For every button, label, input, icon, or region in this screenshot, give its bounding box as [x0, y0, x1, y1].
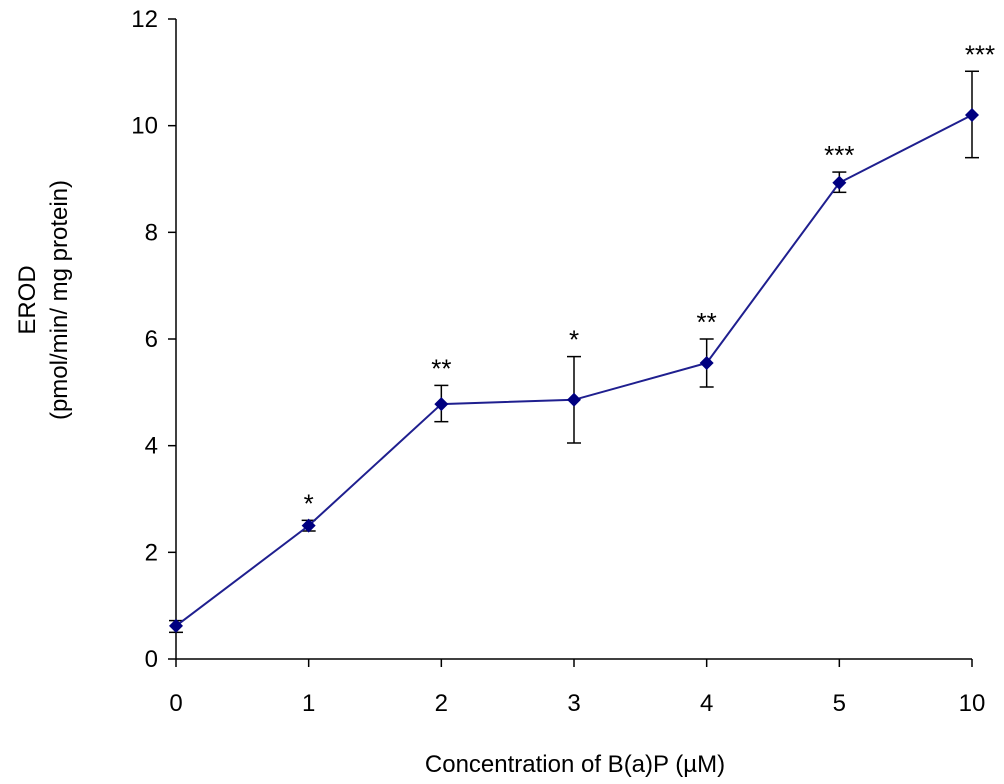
- significance-label: ***: [824, 140, 854, 170]
- y-tick-label: 4: [145, 433, 158, 460]
- y-tick-label: 0: [145, 646, 158, 673]
- significance-label: **: [697, 307, 717, 337]
- y-tick-label: 2: [145, 539, 158, 566]
- x-axis-title: Concentration of B(a)P (µM): [425, 751, 725, 778]
- x-tick-label: 4: [700, 690, 713, 717]
- series: [169, 108, 979, 633]
- data-point: [169, 618, 183, 633]
- x-tick-label: 1: [302, 690, 315, 717]
- significance-label: *: [569, 325, 579, 355]
- significance-label: ***: [965, 39, 995, 69]
- x-tick-label: 3: [567, 690, 580, 717]
- x-tick-label: 2: [435, 690, 448, 717]
- x-tick-label: 5: [833, 690, 846, 717]
- significance-label: **: [431, 353, 451, 383]
- significance-labels: ************: [304, 39, 996, 518]
- x-tick-label: 10: [959, 690, 986, 717]
- data-point: [699, 356, 714, 370]
- y-ticks: 0 2 4 6 8 10 12: [131, 6, 176, 673]
- y-tick-label: 8: [145, 219, 158, 246]
- data-point: [434, 397, 449, 412]
- y-tick-label: 10: [131, 113, 158, 140]
- y-axis-title-line2: (pmol/min/ mg protein): [46, 180, 73, 420]
- significance-label: *: [304, 488, 314, 518]
- x-tick-label: 0: [169, 690, 182, 717]
- x-ticks: 0 1 2 3 4 5 10: [169, 659, 985, 717]
- data-point: [832, 175, 847, 190]
- data-point: [965, 108, 979, 122]
- data-point: [301, 518, 316, 533]
- y-tick-label: 6: [145, 326, 158, 353]
- data-point: [567, 392, 581, 407]
- y-tick-label: 12: [131, 6, 158, 33]
- y-axis-title-line1: EROD: [14, 265, 41, 334]
